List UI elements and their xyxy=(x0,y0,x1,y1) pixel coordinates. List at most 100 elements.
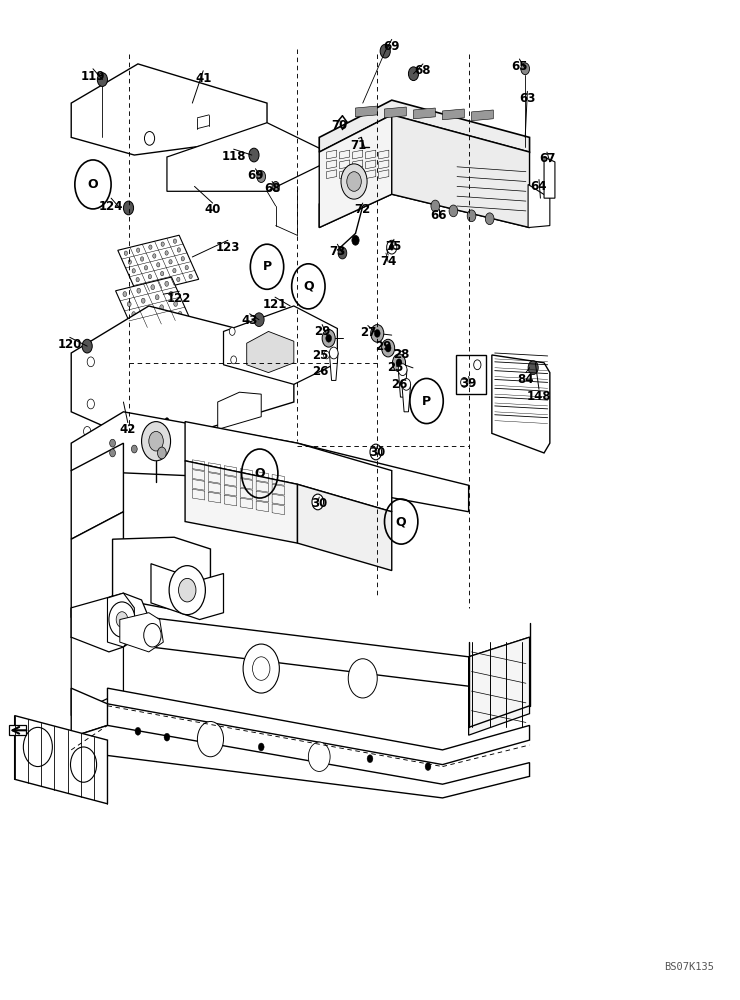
Polygon shape xyxy=(528,184,550,228)
Polygon shape xyxy=(107,593,135,647)
Circle shape xyxy=(169,291,173,296)
Circle shape xyxy=(84,427,91,436)
Circle shape xyxy=(132,269,135,273)
Circle shape xyxy=(109,602,135,637)
Circle shape xyxy=(386,344,391,352)
Text: 41: 41 xyxy=(195,72,212,85)
Polygon shape xyxy=(120,613,164,652)
Circle shape xyxy=(141,257,144,261)
Circle shape xyxy=(312,494,323,510)
Text: 42: 42 xyxy=(120,423,136,436)
Polygon shape xyxy=(71,412,468,512)
Polygon shape xyxy=(71,512,124,618)
Polygon shape xyxy=(385,107,406,118)
Circle shape xyxy=(140,286,143,291)
Circle shape xyxy=(249,148,259,162)
Polygon shape xyxy=(71,688,107,737)
Text: 26: 26 xyxy=(312,365,329,378)
Circle shape xyxy=(382,339,394,357)
Polygon shape xyxy=(319,169,530,228)
Circle shape xyxy=(165,418,169,424)
Circle shape xyxy=(280,358,286,368)
Text: 30: 30 xyxy=(369,446,386,459)
Polygon shape xyxy=(246,331,294,373)
Circle shape xyxy=(141,298,145,303)
Text: 73: 73 xyxy=(329,245,346,258)
Circle shape xyxy=(144,623,161,647)
Circle shape xyxy=(165,251,168,255)
Circle shape xyxy=(173,239,177,243)
Text: 124: 124 xyxy=(99,200,124,213)
Circle shape xyxy=(152,254,156,258)
Circle shape xyxy=(322,329,335,347)
Polygon shape xyxy=(71,64,267,155)
Circle shape xyxy=(141,422,170,461)
Polygon shape xyxy=(468,637,530,735)
Polygon shape xyxy=(185,422,391,512)
Circle shape xyxy=(174,301,178,306)
Polygon shape xyxy=(218,392,261,429)
Circle shape xyxy=(98,73,107,86)
Polygon shape xyxy=(185,461,297,543)
Circle shape xyxy=(148,274,152,279)
Circle shape xyxy=(370,444,382,460)
Text: 72: 72 xyxy=(354,203,371,216)
Text: Q: Q xyxy=(396,515,406,528)
Circle shape xyxy=(124,201,134,215)
Circle shape xyxy=(449,205,458,217)
Circle shape xyxy=(398,364,407,376)
Circle shape xyxy=(164,733,170,741)
Text: 71: 71 xyxy=(350,139,366,152)
Circle shape xyxy=(408,67,419,81)
Circle shape xyxy=(272,182,280,191)
Text: 119: 119 xyxy=(81,70,105,83)
Circle shape xyxy=(326,334,332,342)
Polygon shape xyxy=(319,115,391,228)
Circle shape xyxy=(387,240,397,254)
Circle shape xyxy=(243,644,280,693)
Polygon shape xyxy=(167,123,337,191)
Circle shape xyxy=(177,277,180,282)
Text: 25: 25 xyxy=(312,349,329,362)
Text: 122: 122 xyxy=(167,292,192,305)
Polygon shape xyxy=(391,115,530,228)
Circle shape xyxy=(474,360,481,370)
Polygon shape xyxy=(319,100,530,152)
Text: 43: 43 xyxy=(241,314,258,327)
Circle shape xyxy=(158,447,166,459)
Text: P: P xyxy=(263,260,272,273)
Circle shape xyxy=(150,318,154,323)
Text: 64: 64 xyxy=(531,180,547,193)
Polygon shape xyxy=(71,725,530,798)
Circle shape xyxy=(323,351,329,359)
Polygon shape xyxy=(355,106,377,117)
Circle shape xyxy=(144,132,155,145)
Circle shape xyxy=(352,235,359,245)
Circle shape xyxy=(132,312,135,317)
Circle shape xyxy=(258,743,264,751)
Circle shape xyxy=(431,200,440,212)
Circle shape xyxy=(161,242,164,246)
Circle shape xyxy=(149,431,164,451)
Circle shape xyxy=(349,659,377,698)
Text: 30: 30 xyxy=(311,497,327,510)
Polygon shape xyxy=(9,725,25,735)
Polygon shape xyxy=(456,355,486,394)
Polygon shape xyxy=(71,613,124,716)
Polygon shape xyxy=(71,593,149,652)
Circle shape xyxy=(485,213,494,225)
Polygon shape xyxy=(544,157,555,198)
Text: 67: 67 xyxy=(539,152,555,165)
Circle shape xyxy=(87,357,95,367)
Circle shape xyxy=(123,292,127,297)
Polygon shape xyxy=(398,370,407,397)
Circle shape xyxy=(389,244,394,250)
Circle shape xyxy=(110,439,115,447)
Circle shape xyxy=(116,612,128,627)
Circle shape xyxy=(252,657,270,680)
Text: 68: 68 xyxy=(414,64,431,77)
Circle shape xyxy=(161,271,164,276)
Circle shape xyxy=(521,63,530,75)
Circle shape xyxy=(157,263,160,267)
Text: 26: 26 xyxy=(391,378,408,391)
